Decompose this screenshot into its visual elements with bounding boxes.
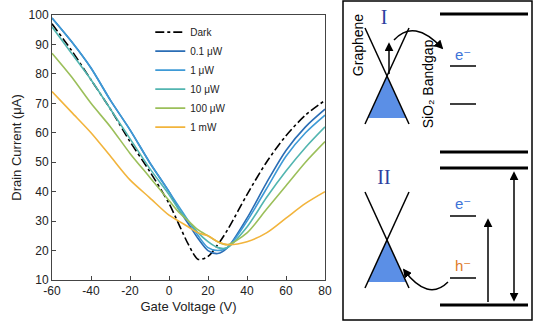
svg-text:0.1 μW: 0.1 μW xyxy=(190,46,222,57)
svg-text:20: 20 xyxy=(35,244,49,258)
svg-text:I: I xyxy=(381,6,388,28)
svg-text:Gate Voltage (V): Gate Voltage (V) xyxy=(140,299,236,314)
svg-text:80: 80 xyxy=(318,284,332,298)
svg-text:50: 50 xyxy=(35,155,49,169)
svg-text:100: 100 xyxy=(29,8,49,22)
svg-text:90: 90 xyxy=(35,38,49,52)
svg-text:1 μW: 1 μW xyxy=(190,65,214,76)
svg-text:-60: -60 xyxy=(43,284,61,298)
svg-text:SiO₂ Bandgap: SiO₂ Bandgap xyxy=(420,39,436,128)
svg-text:Graphene: Graphene xyxy=(350,14,366,76)
svg-text:40: 40 xyxy=(240,284,254,298)
svg-text:10: 10 xyxy=(35,273,49,287)
svg-text:-40: -40 xyxy=(82,284,100,298)
svg-text:60: 60 xyxy=(35,126,49,140)
svg-text:30: 30 xyxy=(35,214,49,228)
svg-text:100 μW: 100 μW xyxy=(190,103,225,114)
svg-text:70: 70 xyxy=(35,97,49,111)
svg-text:10 μW: 10 μW xyxy=(190,84,220,95)
svg-text:h⁻: h⁻ xyxy=(455,257,471,274)
svg-text:-20: -20 xyxy=(121,284,139,298)
svg-text:Drain Current (μA): Drain Current (μA) xyxy=(9,94,24,200)
svg-text:Dark: Dark xyxy=(190,27,212,38)
svg-text:0: 0 xyxy=(166,284,173,298)
svg-text:1 mW: 1 mW xyxy=(190,122,217,133)
svg-text:e⁻: e⁻ xyxy=(455,195,471,212)
svg-text:e⁻: e⁻ xyxy=(455,46,471,63)
svg-text:20: 20 xyxy=(201,284,215,298)
svg-text:II: II xyxy=(377,166,390,188)
svg-text:60: 60 xyxy=(279,284,293,298)
svg-text:40: 40 xyxy=(35,185,49,199)
svg-text:80: 80 xyxy=(35,67,49,81)
